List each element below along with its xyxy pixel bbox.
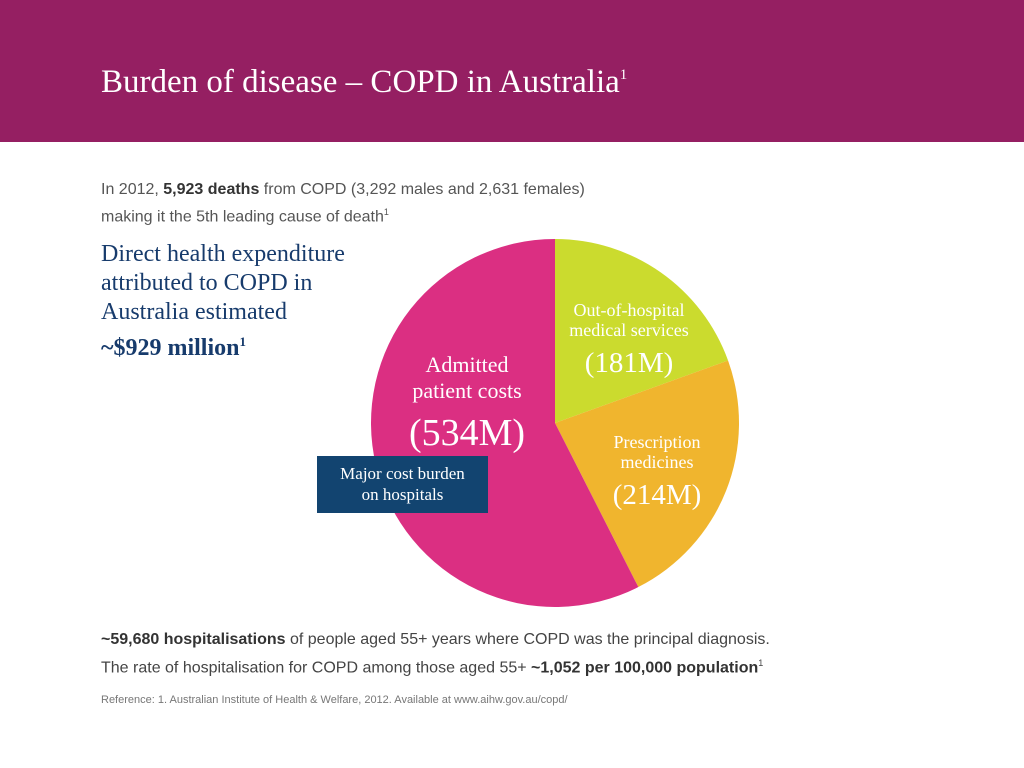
pie-slice-label-line: medical services — [569, 320, 688, 340]
expenditure-amount: ~$929 million1 — [101, 327, 401, 363]
deaths-count: 5,923 deaths — [163, 181, 260, 198]
page-title-text: Burden of disease – COPD in Australia — [101, 64, 620, 100]
pie-slice-label-3: Admitted patient costs (534M) — [409, 352, 525, 454]
pie-slice-label-line: Out-of-hospital — [574, 300, 685, 320]
title-banner: Burden of disease – COPD in Australia1 — [0, 0, 1024, 142]
intro-footnote: 1 — [383, 207, 389, 217]
intro-text-rest: from COPD (3,292 males and 2,631 females… — [259, 181, 585, 198]
intro-line-2: making it the 5th leading cause of death… — [101, 202, 389, 227]
pie-slice-value: (214M) — [613, 479, 702, 511]
pie-slice-2 — [555, 360, 739, 588]
expenditure-line-2: attributed to COPD in — [101, 270, 313, 296]
expenditure-summary: Direct health expenditure attributed to … — [101, 240, 401, 363]
hospitalisation-rate: ~1,052 per 100,000 population — [531, 659, 759, 677]
reference-note: Reference: 1. Australian Institute of He… — [101, 694, 568, 706]
expenditure-line-3: Australia estimated — [101, 299, 287, 325]
pie-slice-value: (534M) — [409, 412, 525, 454]
pie-slice-label-line: Prescription — [614, 432, 701, 452]
expenditure-footnote: 1 — [239, 334, 247, 349]
pie-slice-label-line: medicines — [621, 452, 694, 472]
pie-slice-label-line: patient costs — [412, 378, 521, 403]
cost-pie-chart: Out-of-hospital medical services (181M) Pre… — [371, 239, 739, 607]
callout-line-2: on hospitals — [361, 485, 444, 504]
hospitalisation-line-2: The rate of hospitalisation for COPD amo… — [101, 653, 763, 678]
expenditure-line-1: Direct health expenditure — [101, 241, 345, 267]
hospitalisation-footnote: 1 — [758, 658, 764, 668]
pie-slice-label-line: Admitted — [425, 352, 508, 377]
pie-slice-value: (181M) — [585, 347, 674, 379]
expenditure-amount-text: ~$929 million — [101, 335, 240, 361]
pie-slice-label-1: Out-of-hospital medical services (181M) — [569, 300, 688, 379]
intro-text: In 2012, — [101, 181, 164, 198]
page-title: Burden of disease – COPD in Australia1 — [101, 66, 627, 99]
hospitalisation-rate-text: The rate of hospitalisation for COPD amo… — [101, 659, 532, 677]
pie-slice-label-2: Prescription medicines (214M) — [613, 432, 702, 511]
intro-line-1: In 2012, 5,923 deaths from COPD (3,292 m… — [101, 180, 585, 200]
hospitalisation-line-1: ~59,680 hospitalisations of people aged … — [101, 630, 770, 650]
hospitalisation-text: of people aged 55+ years where COPD was … — [285, 631, 770, 648]
intro-text-2: making it the 5th leading cause of death — [101, 208, 384, 226]
pie-slice-3 — [371, 239, 639, 607]
title-footnote: 1 — [619, 67, 628, 83]
hospitalisation-count: ~59,680 hospitalisations — [101, 631, 286, 648]
cost-burden-callout: Major cost burden on hospitals — [317, 456, 488, 513]
callout-line-1: Major cost burden — [340, 464, 465, 483]
pie-slice-1 — [555, 239, 729, 423]
